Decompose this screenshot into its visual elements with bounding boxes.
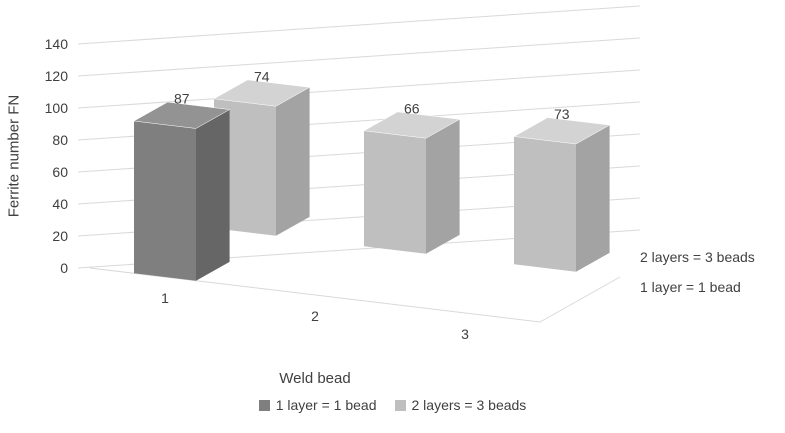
y-axis-title: Ferrite number FN <box>5 94 23 218</box>
y-tick-label: 120 <box>45 68 69 84</box>
legend: 1 layer = 1 bead 2 layers = 3 beads <box>0 397 785 413</box>
bar-front-s2-c3 <box>514 136 576 272</box>
bar-top-s2-c1 <box>213 79 311 107</box>
y-tick-label: 40 <box>52 196 68 212</box>
gridline <box>77 5 641 45</box>
bar-top-s1-c1 <box>133 101 231 129</box>
legend-swatch <box>258 399 270 411</box>
y-tick-label: 140 <box>45 36 69 52</box>
x-category-label: 1 <box>161 290 169 306</box>
bar-top-s2-c2 <box>363 111 461 139</box>
legend-label: 2 layers = 3 beads <box>411 397 527 413</box>
bar-side-s2-c2 <box>426 119 460 254</box>
bar-value-labels: 74 66 73 87 <box>174 68 570 122</box>
bar-side-s2-c1 <box>276 87 310 236</box>
y-tick-label: 0 <box>60 260 68 276</box>
y-tick-label: 60 <box>52 164 68 180</box>
legend-item: 2 layers = 3 beads <box>394 397 527 413</box>
y-tick-label: 100 <box>45 100 69 116</box>
bar-value-label: 87 <box>174 91 190 107</box>
legend-item: 1 layer = 1 bead <box>258 397 377 413</box>
gridline <box>77 69 641 109</box>
bar-value-label: 74 <box>254 68 270 84</box>
bar-side-s1-c1 <box>196 109 230 281</box>
depth-axis-label: 1 layer = 1 bead <box>640 279 741 295</box>
depth-axis-label: 2 layers = 3 beads <box>640 249 755 265</box>
bar-side-s2-c3 <box>576 125 610 272</box>
legend-label: 1 layer = 1 bead <box>275 397 377 413</box>
bar-value-label: 73 <box>554 106 570 122</box>
legend-swatch <box>394 399 406 411</box>
x-category-label: 3 <box>461 326 469 342</box>
axis-labels: 0 20 40 60 80 100 120 140 1 2 3 2 layers = 3 beads 1… <box>45 36 755 342</box>
y-tick-label: 80 <box>52 132 68 148</box>
bar-front-s2-c2 <box>364 130 426 254</box>
x-axis-title: Weld bead <box>279 370 351 387</box>
y-tick-label: 20 <box>52 228 68 244</box>
bar-value-label: 66 <box>404 100 420 116</box>
bar-top-s2-c3 <box>513 117 611 145</box>
floor-edge <box>89 267 621 323</box>
x-category-label: 2 <box>311 308 319 324</box>
bars <box>133 79 611 281</box>
gridline <box>77 37 641 77</box>
bar-front-s1-c1 <box>134 121 196 281</box>
